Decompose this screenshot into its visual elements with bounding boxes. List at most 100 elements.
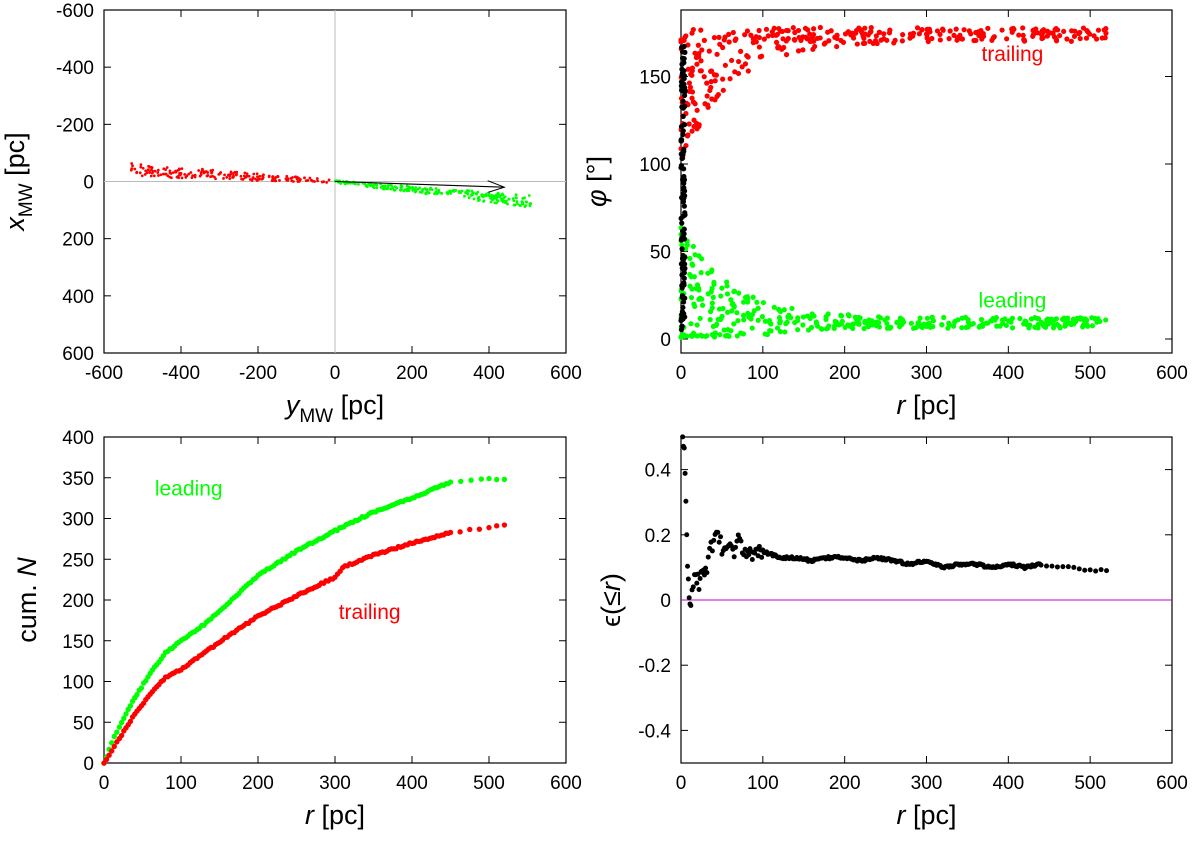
- point-trailing: [765, 33, 771, 39]
- point-trailing: [795, 27, 802, 34]
- x-tick-label: -200: [239, 363, 277, 384]
- point-leading: [468, 477, 474, 483]
- point-leading: [744, 299, 751, 305]
- point-leading: [679, 242, 685, 248]
- point-trailing: [702, 101, 708, 107]
- point-inner: [680, 228, 686, 234]
- point-trailing: [320, 180, 324, 184]
- y-tick-label: 100: [62, 673, 94, 694]
- point-trailing: [708, 79, 714, 85]
- point-trailing: [834, 43, 840, 50]
- point-epsilon: [1044, 563, 1050, 569]
- point-trailing: [876, 29, 882, 35]
- point-trailing: [946, 36, 952, 42]
- point-trailing: [753, 34, 759, 40]
- point-epsilon: [703, 565, 709, 571]
- point-trailing: [923, 31, 930, 37]
- y-axis-label-symbol: N: [12, 557, 42, 577]
- point-trailing: [692, 50, 698, 56]
- point-leading: [789, 305, 795, 312]
- x-axis-label: yMW [pc]: [284, 390, 384, 427]
- y-tick-label: 250: [62, 550, 94, 571]
- point-trailing: [457, 529, 463, 535]
- point-inner: [679, 82, 686, 88]
- point-inner: [680, 295, 686, 301]
- point-trailing: [745, 68, 751, 74]
- point-leading: [688, 321, 694, 327]
- point-trailing: [1099, 35, 1105, 41]
- x-tick-label: 500: [1074, 363, 1106, 384]
- y-axis-label: ϵ(≤r): [596, 573, 626, 627]
- point-trailing: [686, 121, 692, 127]
- point-trailing: [486, 524, 492, 531]
- point-leading: [472, 191, 475, 195]
- point-trailing: [790, 25, 796, 31]
- point-leading: [838, 312, 844, 319]
- point-leading: [759, 314, 766, 320]
- point-leading: [696, 296, 702, 302]
- point-trailing: [713, 72, 719, 78]
- point-trailing: [1040, 35, 1046, 41]
- point-trailing: [206, 171, 210, 174]
- point-leading: [722, 333, 729, 339]
- y-tick-label: 100: [639, 155, 671, 176]
- point-epsilon: [685, 576, 691, 582]
- point-trailing: [999, 27, 1005, 33]
- annotation-trailing: trailing: [339, 601, 401, 624]
- point-trailing: [205, 174, 209, 178]
- point-leading: [692, 252, 698, 258]
- point-inner: [679, 61, 685, 67]
- point-leading: [389, 187, 393, 191]
- point-leading: [819, 326, 825, 332]
- point-leading: [494, 193, 498, 197]
- point-leading: [979, 323, 986, 329]
- point-leading: [924, 315, 930, 321]
- point-leading: [375, 186, 379, 190]
- point-leading: [440, 191, 443, 195]
- point-trailing: [716, 34, 722, 40]
- point-leading: [939, 322, 945, 328]
- point-trailing: [1084, 28, 1090, 34]
- point-inner: [680, 98, 686, 104]
- point-trailing: [139, 165, 143, 169]
- point-leading: [467, 196, 471, 200]
- point-epsilon: [718, 534, 724, 540]
- point-epsilon: [1065, 564, 1071, 570]
- x-tick-label: 200: [829, 773, 861, 794]
- point-inner: [679, 66, 685, 72]
- point-trailing: [947, 28, 953, 34]
- x-tick-label: 500: [473, 773, 505, 794]
- point-inner: [680, 191, 686, 197]
- point-trailing: [706, 48, 712, 54]
- x-tick-label: 300: [911, 773, 943, 794]
- point-trailing: [267, 174, 271, 178]
- point-trailing: [1031, 28, 1037, 34]
- point-leading: [705, 270, 711, 276]
- y-tick-label: 0: [660, 591, 671, 612]
- point-trailing: [178, 171, 182, 175]
- point-trailing: [776, 44, 782, 50]
- y-tick-label: -400: [56, 58, 94, 79]
- x-tick-label: 100: [747, 363, 779, 384]
- point-epsilon: [682, 470, 688, 476]
- point-trailing: [219, 171, 223, 174]
- point-trailing: [210, 169, 214, 173]
- point-trailing: [853, 27, 860, 34]
- point-epsilon: [711, 537, 717, 543]
- y-axis-label-symbol: φ: [582, 189, 612, 207]
- point-leading: [699, 333, 705, 339]
- point-trailing: [953, 26, 959, 32]
- x-tick-label: 500: [1074, 773, 1106, 794]
- point-trailing: [235, 173, 238, 177]
- y-tick-label: -200: [56, 115, 94, 136]
- point-leading: [874, 319, 880, 325]
- point-leading: [418, 186, 422, 190]
- point-leading: [847, 322, 853, 328]
- point-trailing: [800, 34, 806, 40]
- point-inner: [681, 270, 687, 276]
- point-trailing: [1030, 31, 1037, 38]
- point-epsilon: [684, 532, 690, 538]
- point-trailing: [141, 166, 145, 170]
- point-leading: [771, 304, 777, 310]
- point-trailing: [834, 32, 840, 38]
